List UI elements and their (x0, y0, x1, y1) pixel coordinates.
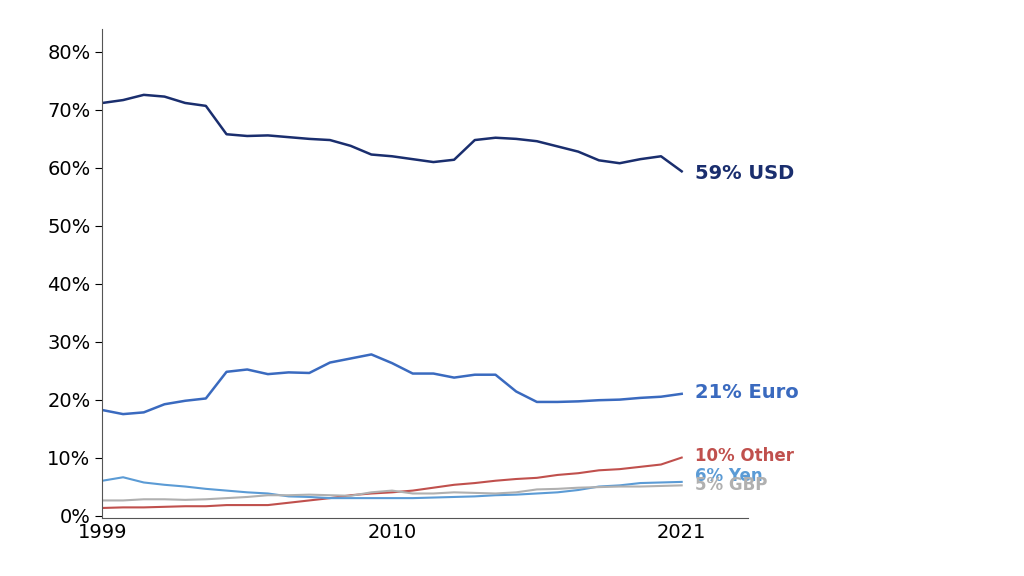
Text: 21% Euro: 21% Euro (695, 383, 799, 402)
Text: 5% GBP: 5% GBP (695, 476, 767, 494)
Text: 10% Other: 10% Other (695, 448, 794, 465)
Text: 59% USD: 59% USD (695, 164, 794, 183)
Text: 6% Yen: 6% Yen (695, 467, 763, 485)
